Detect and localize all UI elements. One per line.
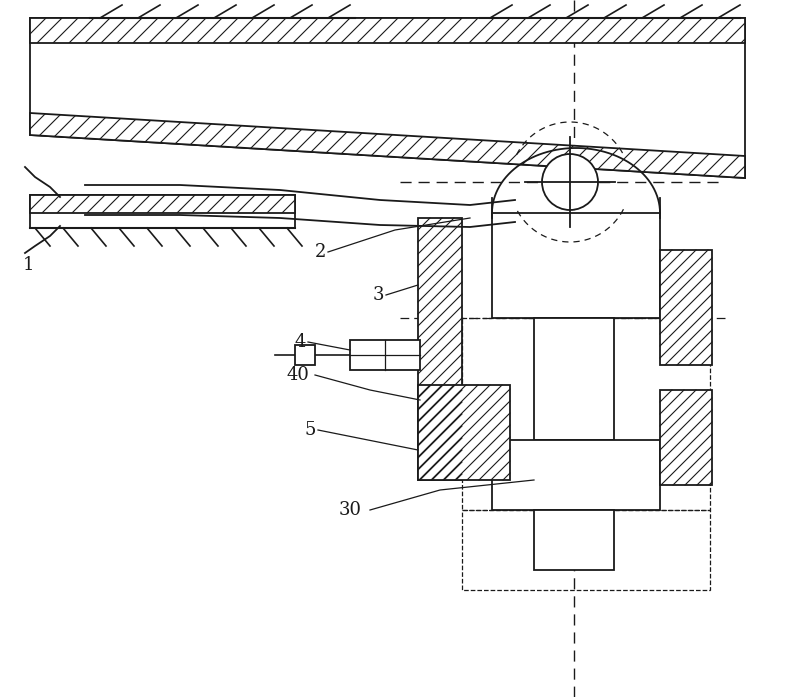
Text: 2: 2 — [314, 243, 326, 261]
Polygon shape — [30, 195, 295, 213]
Bar — [660, 390, 712, 485]
Bar — [418, 385, 510, 480]
Text: 1: 1 — [22, 256, 34, 274]
Bar — [295, 345, 315, 365]
Text: 4: 4 — [294, 333, 306, 351]
Bar — [660, 250, 712, 365]
Bar — [418, 218, 462, 480]
Bar — [534, 318, 614, 440]
Text: 5: 5 — [304, 421, 316, 439]
Text: 3: 3 — [372, 286, 384, 304]
Text: 40: 40 — [286, 366, 310, 384]
Bar — [30, 195, 295, 228]
Bar — [462, 318, 710, 510]
Circle shape — [542, 154, 598, 210]
Polygon shape — [30, 18, 745, 178]
Bar — [350, 340, 420, 370]
Text: 30: 30 — [338, 501, 362, 519]
Bar — [462, 510, 710, 590]
Bar — [492, 213, 660, 318]
Bar — [534, 510, 614, 570]
Polygon shape — [30, 113, 745, 178]
Bar — [492, 440, 660, 510]
Polygon shape — [30, 18, 745, 43]
